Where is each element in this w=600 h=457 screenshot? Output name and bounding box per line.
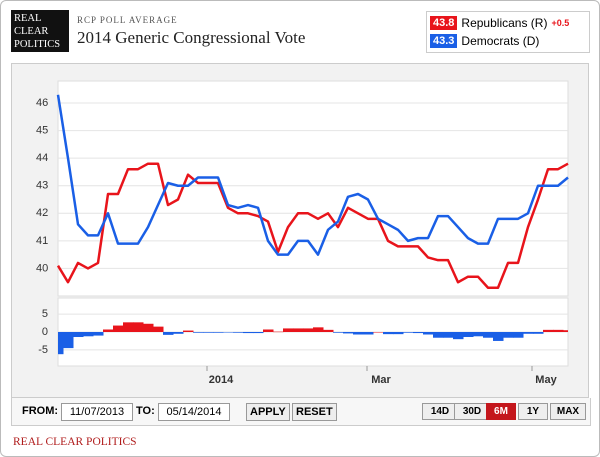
- spread-bar: [483, 332, 494, 338]
- spread-bar: [373, 332, 384, 333]
- chart: 40 41 42 43 44 45 46 -5 0 5 2014 Mar May: [11, 63, 589, 398]
- y-tick-label: 43: [36, 180, 48, 192]
- y-tick-label: 41: [36, 235, 48, 247]
- spread-bar: [123, 322, 134, 332]
- spread-bar: [393, 332, 404, 335]
- range-button[interactable]: 14D: [422, 403, 458, 420]
- y-tick-label: 45: [36, 125, 48, 137]
- apply-button[interactable]: APPLY: [246, 403, 290, 421]
- spread-bar: [263, 329, 274, 332]
- spread-bar: [233, 332, 244, 333]
- spread-bar: [173, 332, 184, 334]
- y-tick-label: 46: [36, 97, 48, 109]
- x-tick-label: May: [535, 374, 557, 386]
- spread-bar: [553, 329, 564, 332]
- spread-tick-label: 0: [42, 326, 48, 338]
- spread-bar: [93, 332, 104, 336]
- spread-bar: [113, 325, 124, 332]
- logo-line: POLITICS: [14, 39, 61, 50]
- range-button[interactable]: 30D: [454, 403, 490, 420]
- spread-bar: [363, 332, 374, 335]
- x-tick-label: Mar: [371, 374, 391, 386]
- spread-bar: [183, 330, 194, 332]
- spread-tick-label: -5: [38, 344, 48, 356]
- spread-bar: [293, 328, 304, 332]
- spread-bar: [58, 332, 64, 355]
- legend-label: Democrats (D): [461, 34, 540, 48]
- spread-bar: [463, 332, 474, 338]
- spread-bar: [83, 332, 94, 337]
- spread-bar: [313, 327, 324, 332]
- spread-tick-label: 5: [42, 308, 48, 320]
- spread-bar: [193, 332, 204, 333]
- spread-bar: [273, 331, 284, 333]
- logo-line: REAL: [14, 13, 42, 24]
- reset-button[interactable]: RESET: [292, 403, 337, 421]
- spread-bar: [493, 332, 504, 341]
- spread-bar: [503, 332, 514, 338]
- controls: FROM: 11/07/2013 TO: 05/14/2014 APPLY RE…: [11, 398, 591, 426]
- spread-bar: [513, 332, 524, 338]
- to-input[interactable]: 05/14/2014: [158, 403, 230, 421]
- spread-bar: [303, 328, 314, 332]
- spread-bar: [143, 323, 154, 332]
- y-tick-label: 42: [36, 207, 48, 219]
- legend-change: +0.5: [551, 18, 570, 28]
- from-input[interactable]: 11/07/2013: [61, 403, 133, 421]
- subtitle: RCP POLL AVERAGE: [77, 15, 178, 25]
- y-tick-label: 44: [36, 152, 48, 164]
- spread-bar: [443, 332, 454, 338]
- spread-bar: [353, 332, 364, 335]
- spread-bar: [163, 332, 174, 335]
- spread-bar: [153, 326, 164, 332]
- spread-bar: [473, 332, 484, 337]
- spread-bar: [563, 330, 568, 332]
- spread-bar: [413, 332, 424, 334]
- spread-bar: [283, 328, 294, 332]
- legend-entry: 43.8 Republicans (R) +0.5: [430, 15, 569, 31]
- spread-bar: [423, 332, 434, 335]
- spread-bar: [213, 332, 224, 333]
- spread-bar: [543, 329, 554, 332]
- from-label: FROM:: [22, 405, 59, 417]
- spread-bar: [253, 332, 264, 334]
- series-line: [56, 94, 569, 256]
- spread-bar: [343, 332, 354, 334]
- spread-bar: [223, 332, 234, 333]
- range-button[interactable]: MAX: [550, 403, 586, 420]
- spread-bars: [58, 322, 568, 355]
- spread-bar: [383, 332, 394, 335]
- legend: 43.8 Republicans (R) +0.5 43.3 Democrats…: [426, 11, 590, 53]
- footer: REAL CLEAR POLITICS: [13, 436, 137, 448]
- legend-entry: 43.3 Democrats (D): [430, 33, 539, 49]
- y-tick-label: 40: [36, 262, 48, 274]
- spread-bar: [73, 332, 84, 338]
- spread-bar: [333, 332, 344, 333]
- spread-bar: [323, 329, 334, 332]
- spread-bar: [103, 329, 114, 332]
- spread-bar: [453, 332, 464, 340]
- series-line: [56, 162, 569, 289]
- range-button[interactable]: 1Y: [518, 403, 548, 420]
- spread-bar: [203, 332, 214, 333]
- range-button[interactable]: 6M: [486, 403, 516, 420]
- chart-title: 2014 Generic Congressional Vote: [77, 28, 306, 47]
- legend-value: 43.3: [430, 34, 458, 48]
- spread-bar: [133, 322, 144, 332]
- legend-label: Republicans (R): [461, 16, 548, 30]
- legend-value: 43.8: [430, 16, 458, 30]
- spread-bar: [433, 332, 444, 338]
- spread-bar: [63, 332, 74, 349]
- spread-bar: [403, 332, 414, 333]
- spread-bar: [533, 332, 544, 334]
- x-tick-label: 2014: [209, 374, 234, 386]
- logo: REAL CLEAR POLITICS: [11, 10, 69, 52]
- spread-bar: [523, 332, 534, 334]
- logo-line: CLEAR: [14, 26, 49, 37]
- spread-bar: [243, 332, 254, 334]
- to-label: TO:: [136, 405, 155, 417]
- plot-area: [57, 80, 569, 297]
